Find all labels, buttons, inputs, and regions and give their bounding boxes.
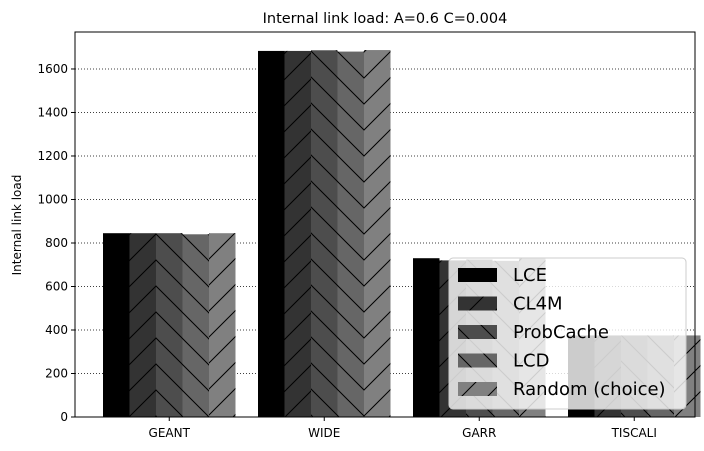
legend-swatch-hatch: [458, 296, 497, 311]
legend-swatch-hatch: [458, 382, 497, 396]
y-tick-label: 0: [60, 410, 68, 424]
y-tick-label: 800: [45, 236, 68, 250]
x-tick-label: TISCALI: [611, 426, 657, 440]
legend-label-lce: LCE: [513, 265, 547, 286]
bar-hatch: [311, 50, 338, 418]
axes: 0 200 400 600 800 1000 1200 1400 1600 GEANT WIDE GA…: [37, 31, 696, 440]
bar-lce-garr: [413, 258, 440, 417]
bar-hatch: [129, 233, 156, 417]
legend-box: [448, 257, 687, 410]
y-axis-label: Internal link load: [10, 175, 24, 276]
bar-hatch: [156, 233, 183, 417]
y-tick-label: 1000: [37, 192, 68, 206]
bar-hatch: [209, 233, 236, 417]
legend-swatch-hatch: [458, 325, 497, 339]
legend-label-probcache: ProbCache: [513, 322, 609, 343]
y-tick-label: 1600: [37, 62, 68, 76]
y-tick-label: 200: [45, 366, 68, 380]
bar-lce-geant: [103, 233, 130, 417]
bar-hatch: [337, 51, 364, 418]
y-tick-label: 600: [45, 279, 68, 293]
bar-hatch: [284, 50, 311, 417]
legend-swatch-hatch: [458, 353, 497, 368]
legend-label-cl4m: CL4M: [513, 294, 563, 315]
y-tick-label: 400: [45, 323, 68, 337]
legend: LCE CL4M ProbCache LCD Random (choice): [448, 257, 687, 410]
legend-label-random-choice: Random (choice): [513, 379, 666, 400]
bar-lce-wide: [258, 50, 285, 417]
legend-label-lcd: LCD: [513, 351, 549, 372]
bar-hatch: [364, 50, 391, 417]
bar-hatch: [182, 234, 209, 417]
plot-frame: [74, 31, 696, 418]
x-tick-label: GEANT: [149, 426, 191, 440]
legend-swatch-lce: [458, 268, 497, 282]
y-tick-label: 1200: [37, 149, 68, 163]
x-tick-label: GARR: [462, 426, 496, 440]
y-tick-label: 1400: [37, 105, 68, 119]
x-tick-label: WIDE: [308, 426, 340, 440]
chart-title: Internal link load: A=0.6 C=0.004: [263, 11, 508, 27]
